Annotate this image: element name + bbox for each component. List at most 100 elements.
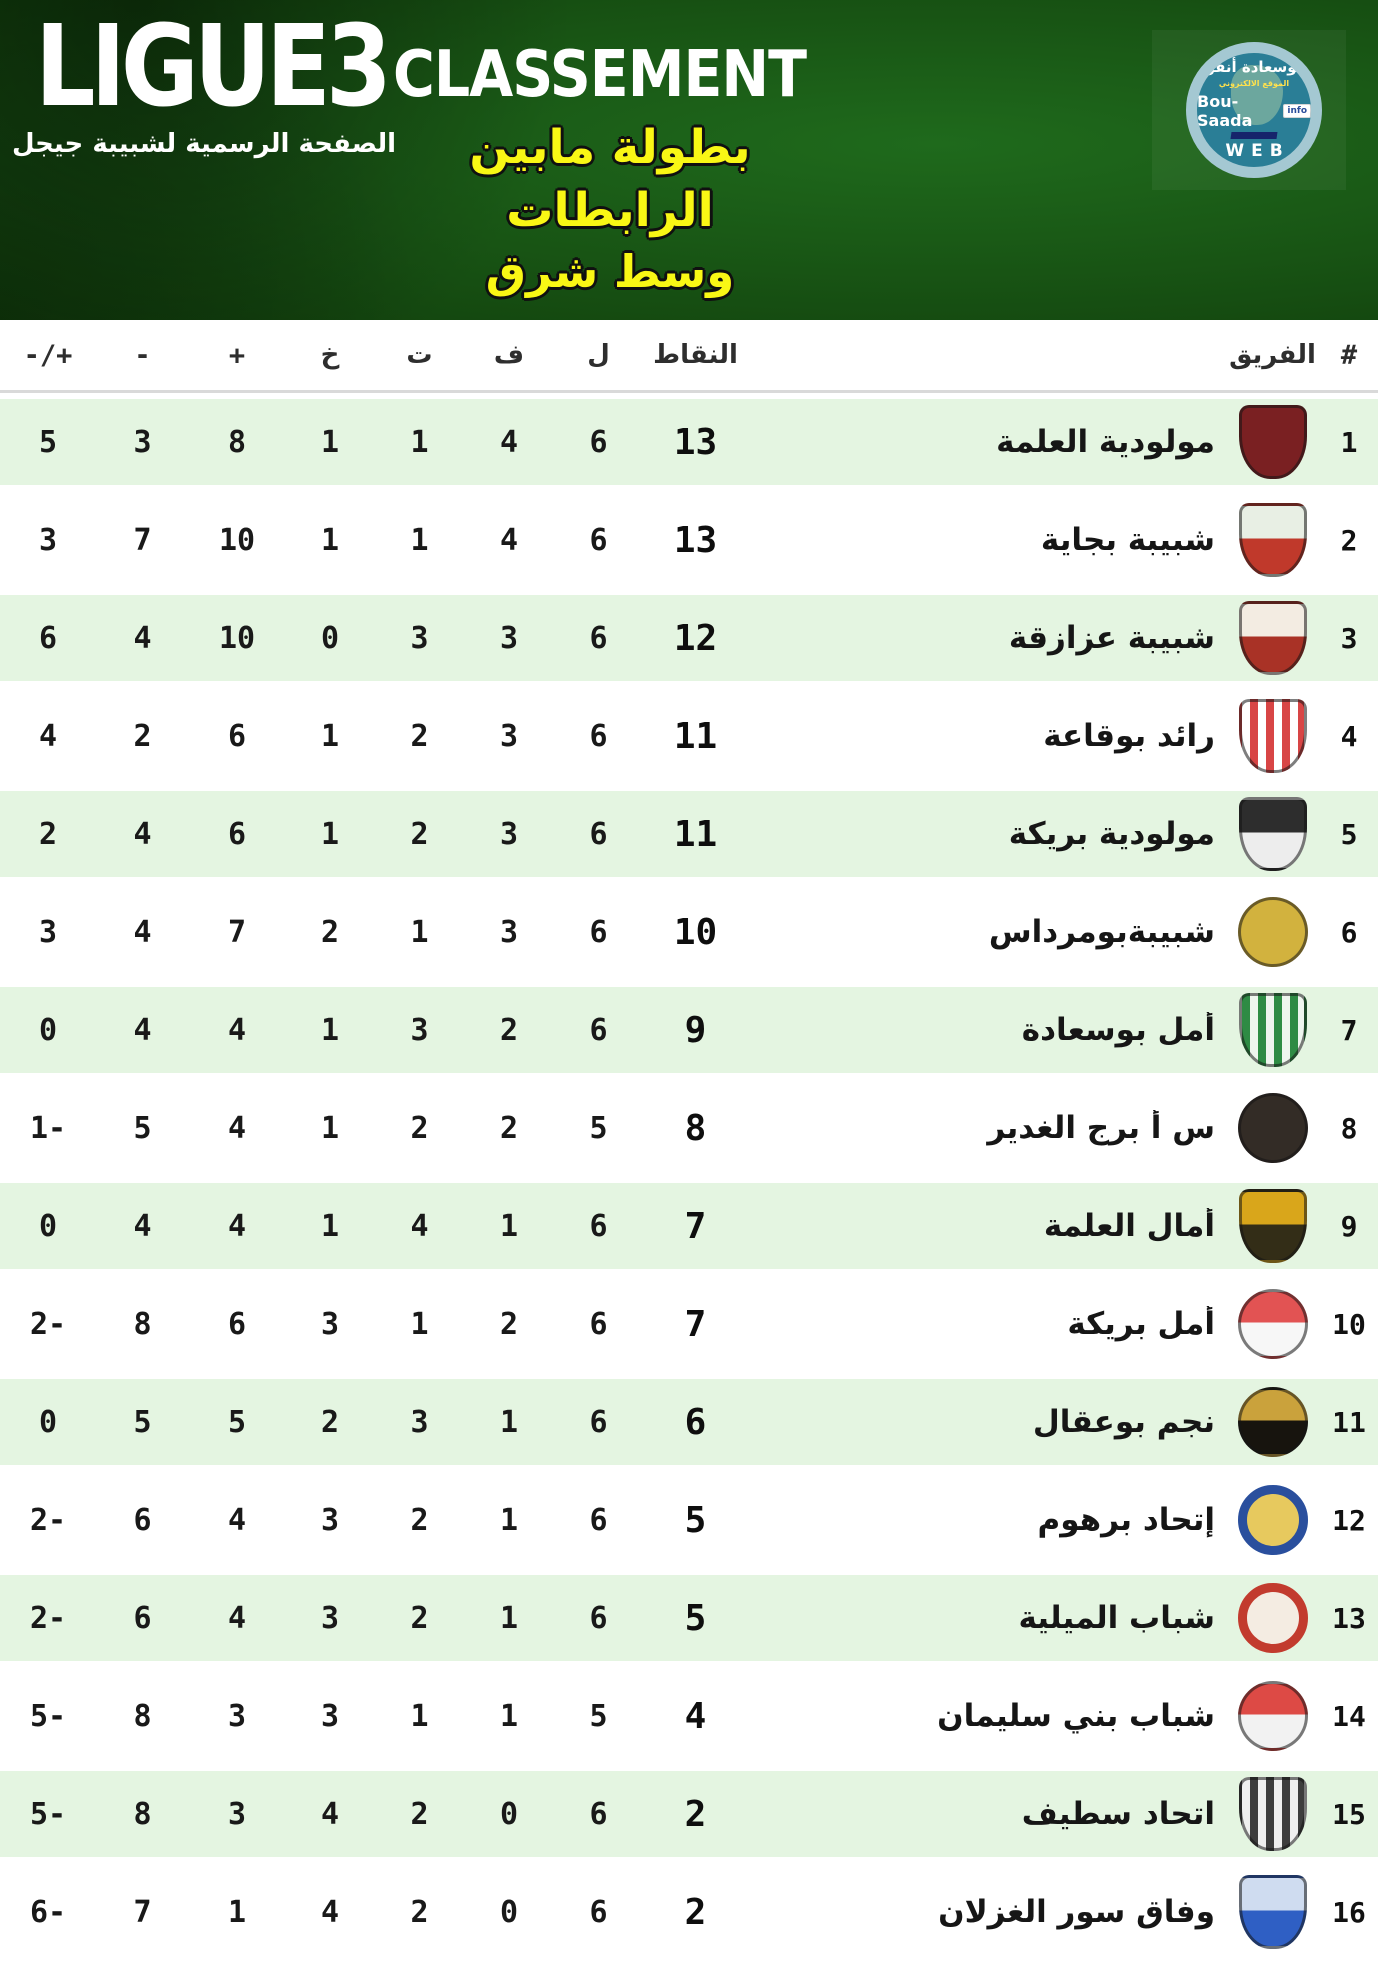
draws-value: 2 [410, 718, 429, 754]
goal-diff-value: 6- [29, 1894, 67, 1930]
wins-value: 2 [499, 1110, 519, 1146]
played-value: 6 [589, 424, 608, 460]
goals-for-value: 4 [227, 1502, 247, 1538]
table-row: 2- 6 4 3 2 1 6 5 إتحاد برهوم 12 [0, 1471, 1378, 1569]
losses-value: 1 [320, 522, 340, 558]
points-value: 2 [684, 1793, 707, 1835]
team-name: مولودية العلمة [996, 424, 1215, 460]
losses-value: 2 [320, 1404, 340, 1440]
team-crest-icon [1238, 1777, 1307, 1851]
draws-value: 3 [410, 1404, 429, 1440]
goals-for-value: 1 [227, 1894, 247, 1930]
table-row: 2- 8 6 3 1 2 6 7 أمل بريكة 10 [0, 1275, 1378, 1373]
draws-value: 2 [410, 1796, 429, 1832]
draws-value: 1 [410, 424, 429, 460]
losses-value: 3 [320, 1306, 340, 1342]
wins-value: 3 [499, 620, 519, 656]
goals-for-value: 3 [227, 1796, 247, 1832]
team-crest-cell [1225, 699, 1320, 773]
losses-value: 1 [320, 718, 340, 754]
goals-for-value: 7 [227, 914, 247, 950]
team-name: أمل بوسعادة [1021, 1012, 1215, 1048]
team-crest-icon [1237, 1485, 1308, 1555]
column-header-played: ل [587, 340, 610, 370]
goals-for-value: 10 [218, 522, 256, 558]
column-header-goals-against: - [134, 339, 151, 371]
team-crest-icon [1238, 1875, 1307, 1949]
team-crest-icon [1237, 1583, 1308, 1653]
team-name: أمل بريكة [1067, 1306, 1215, 1342]
team-crest-cell [1225, 1777, 1320, 1851]
team-crest-cell [1225, 1485, 1320, 1555]
table-row: 0 4 4 1 4 1 6 7 أمال العلمة 9 [0, 1177, 1378, 1275]
goal-diff-value: 0 [38, 1404, 58, 1440]
losses-value: 1 [320, 1012, 340, 1048]
goals-against-value: 4 [133, 816, 152, 852]
team-name: نجم بوعقال [1032, 1404, 1215, 1440]
table-row: 0 4 4 1 3 2 6 9 أمل بوسعادة 7 [0, 981, 1378, 1079]
team-crest-cell [1225, 1289, 1320, 1359]
goals-for-value: 4 [227, 1208, 247, 1244]
column-header-rank: # [1340, 339, 1358, 371]
rank-value: 6 [1340, 915, 1358, 949]
rank-value: 12 [1332, 1503, 1366, 1537]
draws-value: 2 [410, 1502, 429, 1538]
team-crest-icon [1238, 601, 1307, 675]
team-name: شباب الميلية [1018, 1600, 1215, 1636]
team-crest-cell [1225, 1681, 1320, 1751]
played-value: 6 [589, 1404, 608, 1440]
rank-value: 16 [1332, 1895, 1366, 1929]
draws-value: 1 [410, 1306, 429, 1342]
table-row: 5- 8 3 4 2 0 6 2 اتحاد سطيف 15 [0, 1765, 1378, 1863]
table-row: 3 7 10 1 1 4 6 13 شبيبة بجاية 2 [0, 491, 1378, 589]
goals-against-value: 3 [133, 424, 152, 460]
losses-value: 1 [320, 1208, 340, 1244]
table-row: 4 2 6 1 2 3 6 11 رائد بوقاعة 4 [0, 687, 1378, 785]
badge-info-tag: info [1283, 103, 1311, 118]
played-value: 6 [589, 914, 608, 950]
team-crest-cell [1225, 405, 1320, 479]
team-name: مولودية بريكة [1008, 816, 1215, 852]
points-value: 2 [684, 1891, 707, 1933]
played-value: 5 [589, 1110, 608, 1146]
team-crest-cell [1225, 503, 1320, 577]
goals-against-value: 4 [133, 1208, 152, 1244]
team-crest-icon [1237, 1681, 1308, 1751]
wins-value: 3 [499, 914, 519, 950]
points-value: 7 [684, 1303, 707, 1345]
wins-value: 1 [499, 1698, 519, 1734]
team-crest-icon [1238, 405, 1307, 479]
goals-against-value: 7 [133, 1894, 152, 1930]
draws-value: 4 [410, 1208, 429, 1244]
team-crest-cell [1225, 897, 1320, 967]
team-crest-icon [1237, 897, 1308, 967]
rank-value: 11 [1332, 1405, 1366, 1439]
team-name: اتحاد سطيف [1021, 1796, 1215, 1832]
classement-heading: CLASSEMENT [393, 38, 807, 112]
team-crest-icon [1237, 1289, 1308, 1359]
rank-value: 3 [1340, 621, 1358, 655]
team-crest-icon [1237, 1093, 1308, 1163]
rank-value: 9 [1340, 1209, 1358, 1243]
wins-value: 4 [499, 522, 519, 558]
losses-value: 2 [320, 914, 340, 950]
rank-value: 15 [1332, 1797, 1366, 1831]
wins-value: 1 [499, 1502, 519, 1538]
goal-diff-value: 4 [38, 718, 58, 754]
team-name: شبيبة عزازقة [1008, 620, 1215, 656]
table-row: 1- 5 4 1 2 2 5 8 س أ برج الغدير 8 [0, 1079, 1378, 1177]
points-value: 5 [684, 1597, 707, 1639]
draws-value: 3 [410, 620, 429, 656]
badge-arabic-name: بوسعادة أنفو [1205, 58, 1303, 77]
played-value: 6 [589, 1894, 608, 1930]
column-header-team: الفريق [1229, 340, 1316, 370]
wins-value: 1 [499, 1208, 519, 1244]
goals-against-value: 4 [133, 1012, 152, 1048]
played-value: 6 [589, 1502, 608, 1538]
goals-against-value: 8 [133, 1796, 152, 1832]
goal-diff-value: 5- [29, 1698, 67, 1734]
team-crest-cell [1225, 993, 1320, 1067]
team-crest-icon [1238, 797, 1307, 871]
losses-value: 1 [320, 1110, 340, 1146]
